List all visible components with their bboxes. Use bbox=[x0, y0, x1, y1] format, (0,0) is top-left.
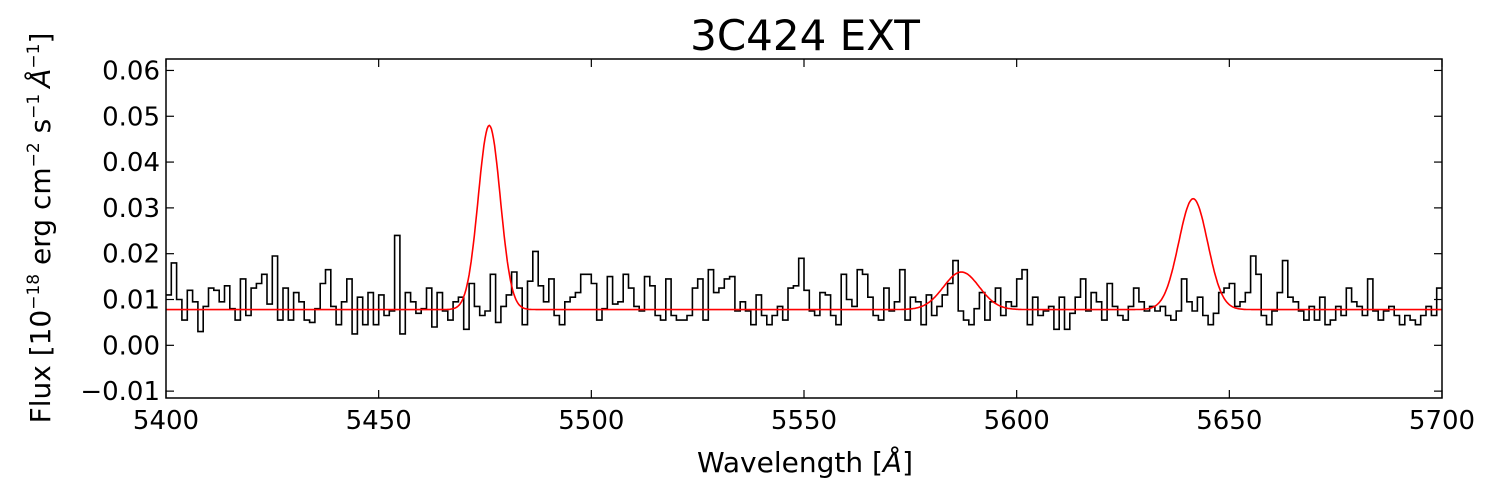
y-tick-label: −0.01 bbox=[80, 377, 160, 407]
y-tick-label: 0.05 bbox=[102, 102, 160, 132]
x-tick-label: 5600 bbox=[984, 406, 1050, 436]
plot-area bbox=[165, 58, 1443, 399]
y-tick-label: 0.06 bbox=[102, 56, 160, 86]
y-axis: −0.01 0.00 0.01 0.02 0.03 0.04 0.05 0.06 bbox=[80, 56, 1442, 407]
x-tick-label: 5450 bbox=[346, 406, 412, 436]
y-tick-label: 0.04 bbox=[102, 148, 160, 178]
y-tick-label: 0.01 bbox=[102, 286, 160, 316]
x-axis-label: Wavelength [Å] bbox=[697, 445, 913, 479]
observed-spectrum bbox=[166, 234, 1442, 335]
y-tick-label: 0.00 bbox=[102, 331, 160, 361]
x-tick-label: 5500 bbox=[558, 406, 624, 436]
x-axis: 5400 5450 5500 5550 5600 5650 5700 bbox=[133, 59, 1475, 436]
x-tick-label: 5550 bbox=[771, 406, 837, 436]
model-fit-line bbox=[166, 124, 1442, 311]
y-axis-label: Flux [10−18 erg cm−2 s−1Å−1] bbox=[23, 33, 57, 424]
y-tick-label: 0.03 bbox=[102, 194, 160, 224]
model-fit bbox=[166, 124, 1442, 311]
chart-title: 3C424 EXT bbox=[690, 11, 920, 60]
plot-frame bbox=[165, 58, 1443, 399]
spectrum-steps-line bbox=[166, 234, 1442, 335]
x-tick-label: 5650 bbox=[1196, 406, 1262, 436]
y-tick-label: 0.02 bbox=[102, 240, 160, 270]
x-tick-label: 5400 bbox=[133, 406, 199, 436]
x-tick-label: 5700 bbox=[1409, 406, 1475, 436]
